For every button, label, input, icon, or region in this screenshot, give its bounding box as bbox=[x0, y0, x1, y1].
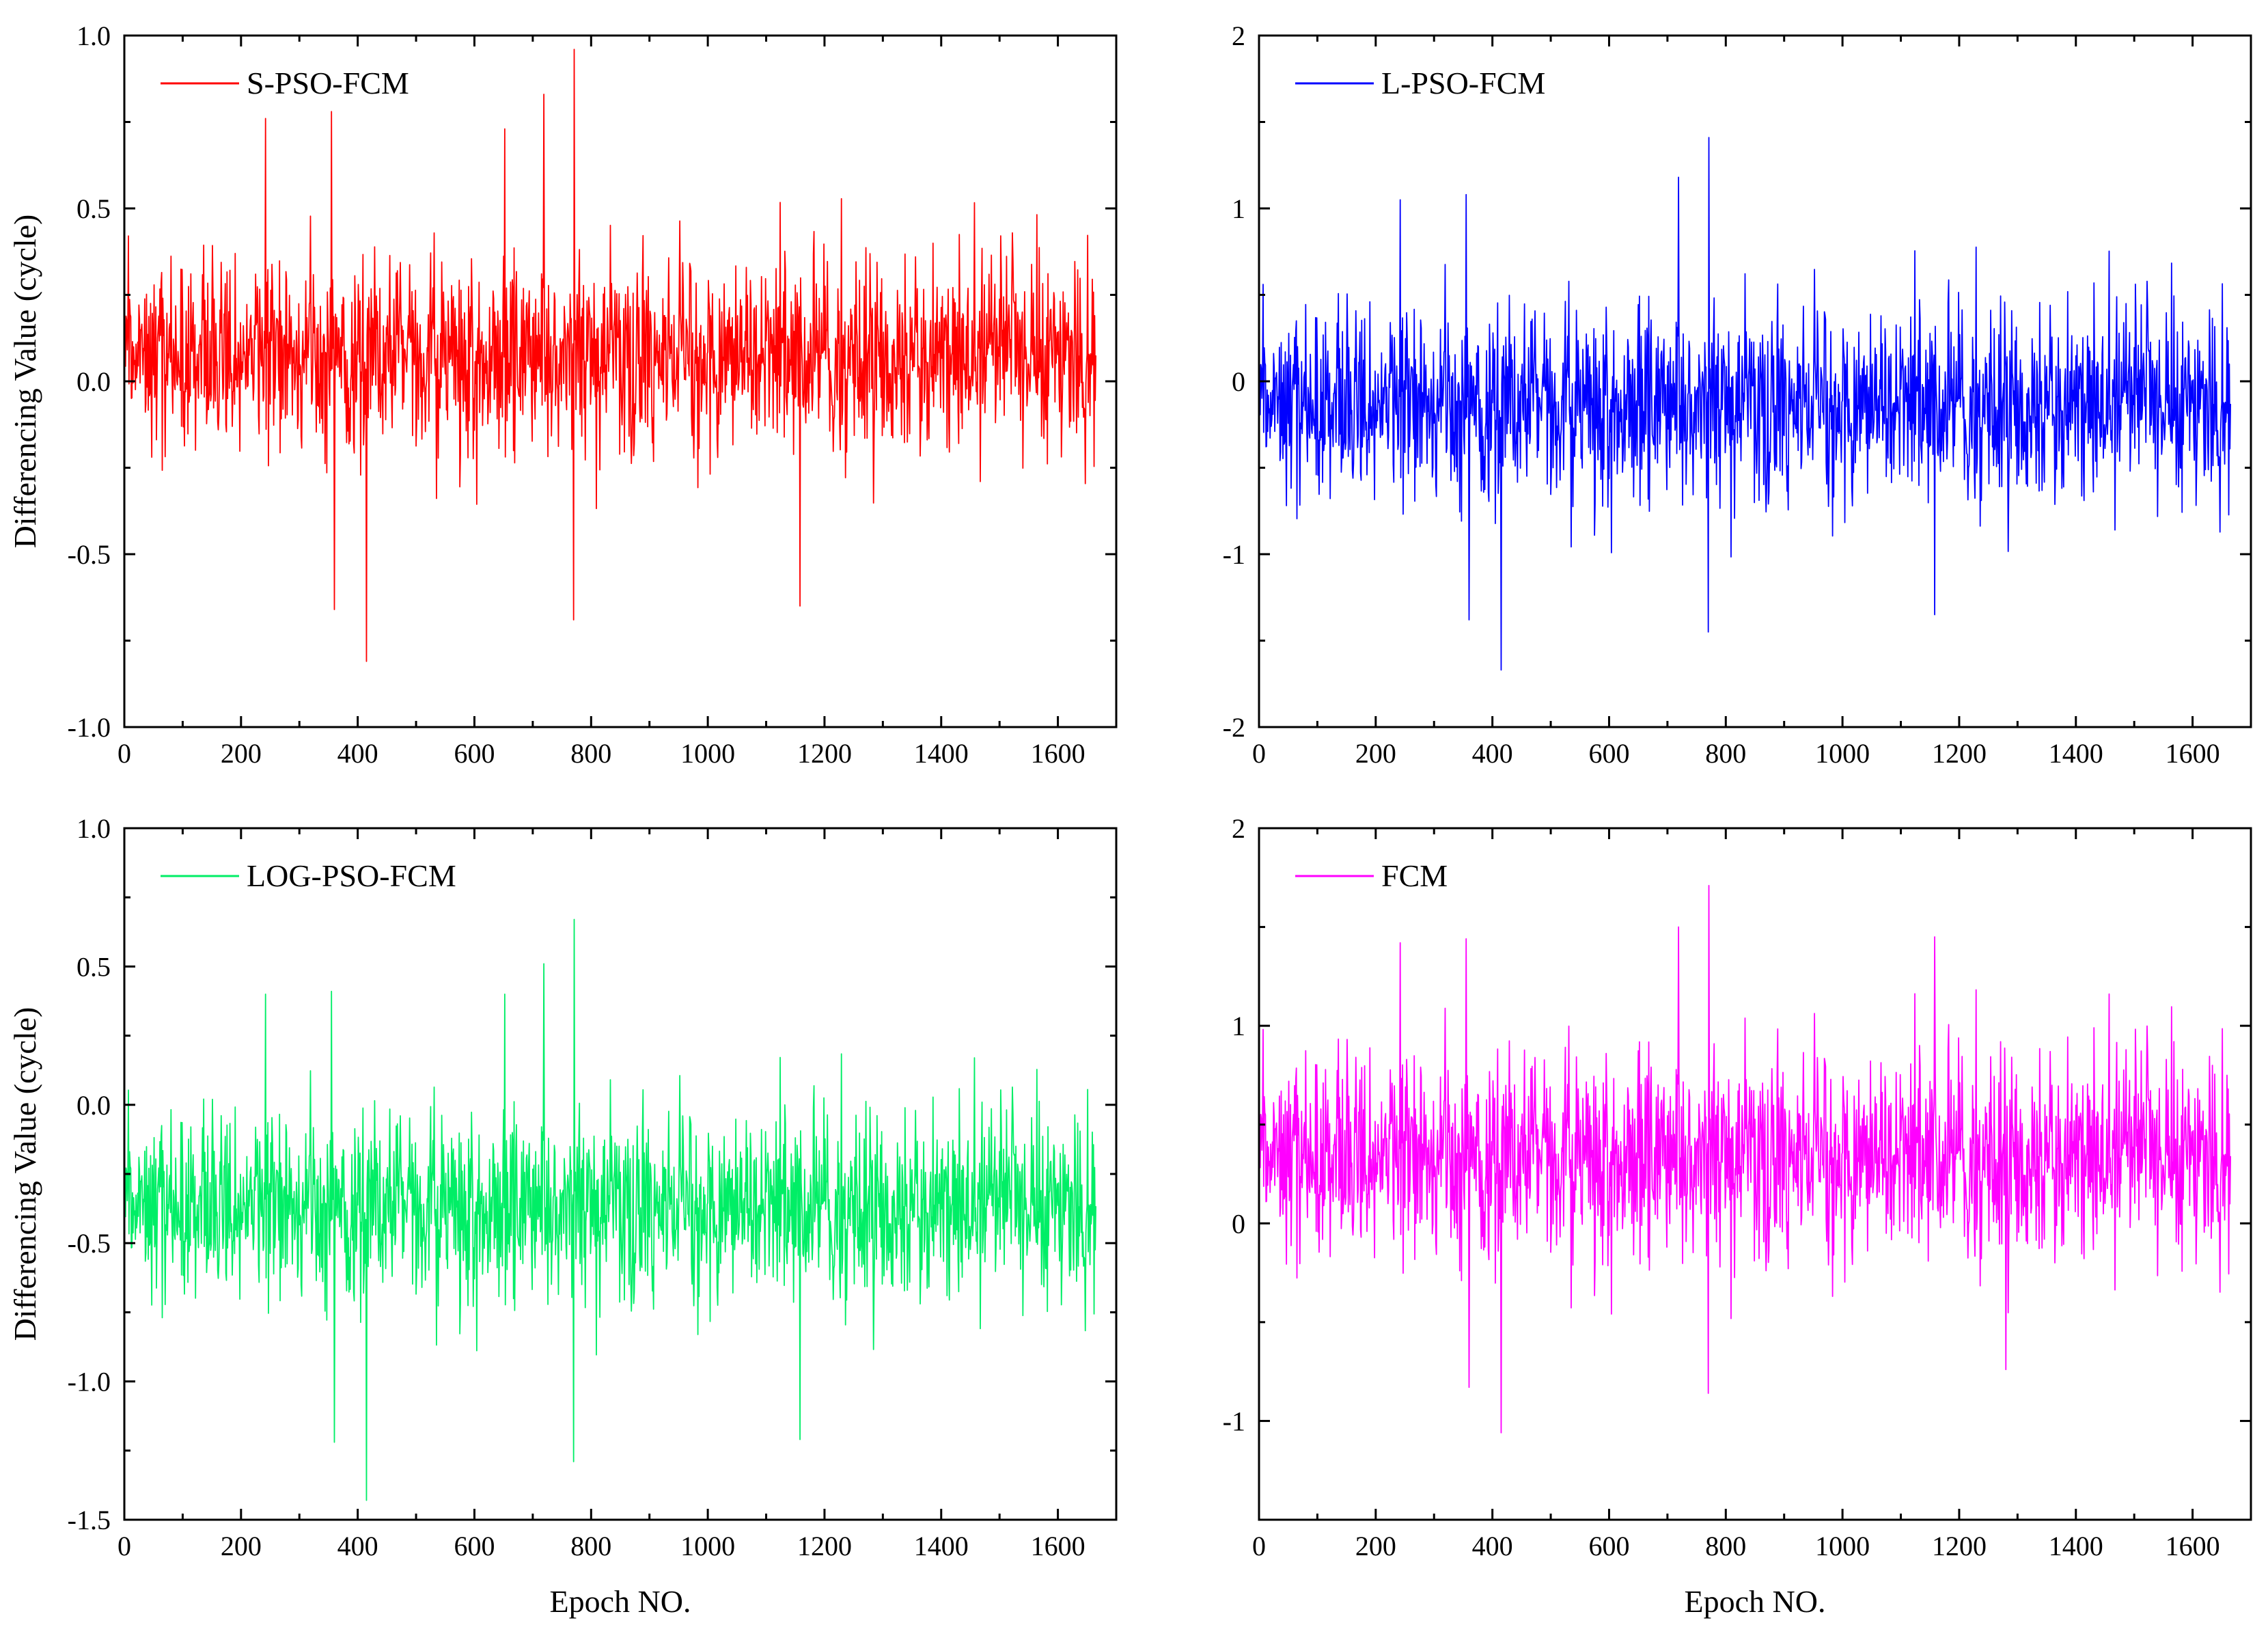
x-tick-label: 800 bbox=[1705, 738, 1746, 769]
y-tick-label: 2 bbox=[1232, 813, 1245, 844]
x-tick-label: 800 bbox=[570, 738, 611, 769]
x-tick-label: 1600 bbox=[2166, 1531, 2220, 1561]
x-tick-label: 400 bbox=[337, 1531, 378, 1561]
x-tick-label: 1000 bbox=[1815, 1531, 1870, 1561]
y-tick-label: 0.5 bbox=[77, 951, 111, 982]
x-tick-label: 400 bbox=[1472, 1531, 1513, 1561]
x-tick-label: 1000 bbox=[680, 1531, 735, 1561]
y-tick-label: 0.5 bbox=[77, 193, 111, 224]
x-tick-label: 1600 bbox=[1031, 738, 1085, 769]
y-tick-label: 1.0 bbox=[77, 20, 111, 51]
x-tick-label: 1400 bbox=[2049, 1531, 2103, 1561]
y-tick-label: -2 bbox=[1223, 712, 1245, 743]
x-axis-title: Epoch NO. bbox=[1685, 1584, 1826, 1619]
y-tick-label: 1 bbox=[1232, 1011, 1245, 1041]
x-tick-label: 200 bbox=[1355, 738, 1396, 769]
x-tick-label: 1200 bbox=[1932, 738, 1987, 769]
x-tick-label: 400 bbox=[337, 738, 378, 769]
series-line-log-pso-fcm bbox=[124, 918, 1097, 1501]
y-tick-label: -1 bbox=[1223, 1406, 1245, 1436]
chart-panel-bottom-right: 0 200 400 600 800 1000 1200 1400 1600 -1 0 1 2 FCM Epo… bbox=[1223, 813, 2252, 1619]
y-tick-label: 0 bbox=[1232, 366, 1245, 397]
x-tick-label: 600 bbox=[454, 738, 495, 769]
legend-label: LOG-PSO-FCM bbox=[247, 858, 456, 893]
x-tick-label: 200 bbox=[1355, 1531, 1396, 1561]
x-tick-label: 1600 bbox=[1031, 1531, 1085, 1561]
x-tick-label: 600 bbox=[1588, 1531, 1629, 1561]
y-tick-label: 0 bbox=[1232, 1208, 1245, 1239]
x-tick-label: 1400 bbox=[2049, 738, 2103, 769]
x-tick-label: 800 bbox=[570, 1531, 611, 1561]
x-tick-label: 1400 bbox=[914, 1531, 969, 1561]
x-tick-label: 1000 bbox=[680, 738, 735, 769]
series-line-s-pso-fcm bbox=[124, 49, 1097, 662]
x-tick-label: 800 bbox=[1705, 1531, 1746, 1561]
y-tick-label: -0.5 bbox=[68, 539, 111, 570]
x-axis-title: Epoch NO. bbox=[550, 1584, 691, 1619]
series-line-l-pso-fcm bbox=[1259, 137, 2232, 671]
plot-frame bbox=[1258, 827, 2252, 1521]
y-tick-label: -1.0 bbox=[68, 712, 111, 743]
y-tick-label: -1.5 bbox=[68, 1505, 111, 1535]
series-line-fcm bbox=[1259, 884, 2232, 1434]
x-tick-label: 0 bbox=[1252, 1531, 1266, 1561]
x-tick-label: 0 bbox=[1252, 738, 1266, 769]
x-tick-label: 1400 bbox=[914, 738, 969, 769]
chart-panel-top-right: 0 200 400 600 800 1000 1200 1400 1600 -2 -1 0 1 2 L-PS… bbox=[1223, 20, 2252, 769]
x-tick-label: 1600 bbox=[2166, 738, 2220, 769]
chart-panel-top-left: 0 200 400 600 800 1000 1200 1400 1600 -1.0 -0.5 0.0… bbox=[8, 20, 1118, 769]
legend-label: FCM bbox=[1381, 858, 1448, 893]
y-tick-label: -1.0 bbox=[68, 1367, 111, 1397]
x-tick-label: 200 bbox=[221, 1531, 262, 1561]
legend-label: L-PSO-FCM bbox=[1381, 66, 1545, 100]
x-tick-label: 600 bbox=[454, 1531, 495, 1561]
x-tick-label: 0 bbox=[117, 738, 131, 769]
y-tick-label: -1 bbox=[1223, 539, 1245, 570]
chart-panels: 0 200 400 600 800 1000 1200 1400 1600-1.0-0.50.0… bbox=[8, 20, 2252, 1619]
x-tick-label: 600 bbox=[1588, 738, 1629, 769]
x-tick-label: 1200 bbox=[1932, 1531, 1987, 1561]
x-tick-label: 1200 bbox=[797, 738, 852, 769]
x-tick-label: 0 bbox=[117, 1531, 131, 1561]
y-tick-label: 0.0 bbox=[77, 1090, 111, 1121]
x-tick-label: 1200 bbox=[797, 1531, 852, 1561]
y-axis-title: Differencing Value (cycle) bbox=[8, 215, 42, 549]
x-tick-label: 1000 bbox=[1815, 738, 1870, 769]
x-tick-label: 400 bbox=[1472, 738, 1513, 769]
y-tick-label: 0.0 bbox=[77, 366, 111, 397]
y-tick-label: 1.0 bbox=[77, 813, 111, 844]
y-tick-label: 2 bbox=[1232, 20, 1245, 51]
y-tick-label: 1 bbox=[1232, 193, 1245, 224]
legend-label: S-PSO-FCM bbox=[247, 66, 409, 100]
y-tick-label: -0.5 bbox=[68, 1228, 111, 1259]
y-axis-title: Differencing Value (cycle) bbox=[8, 1007, 42, 1341]
chart-panel-bottom-left: 0 200 400 600 800 1000 1200 1400 1600 -1.5 -1.0 -0.… bbox=[8, 813, 1118, 1619]
x-tick-label: 200 bbox=[221, 738, 262, 769]
